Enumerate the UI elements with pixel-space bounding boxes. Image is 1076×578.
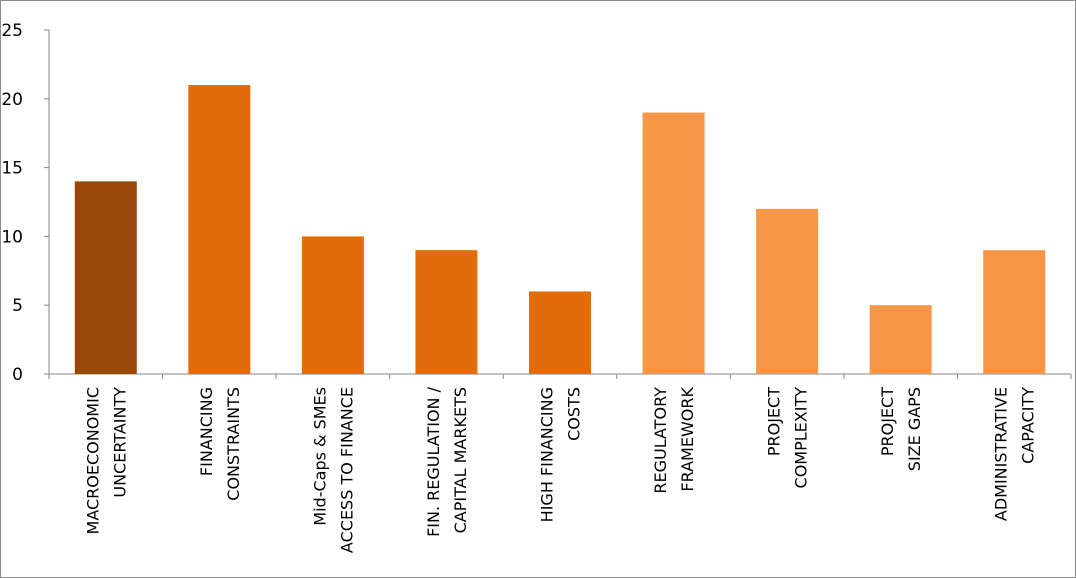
x-tick-label: ADMINISTRATIVE [992,387,1011,521]
bar [188,85,251,374]
x-tick-label: HIGH FINANCING [538,387,557,522]
x-tick-label: Mid-Caps & SMEs [310,387,329,526]
x-tick-label: ACCESS TO FINANCE [337,387,356,553]
x-tick-label: CONSTRAINTS [224,387,243,501]
y-tick-label: 10 [1,227,23,247]
x-tick-label: SIZE GAPS [905,387,924,471]
bar [756,208,819,374]
x-tick-label: CAPACITY [1019,387,1038,464]
y-tick-label: 0 [12,365,23,385]
x-tick-label: COSTS [565,387,584,441]
y-tick-label: 20 [1,90,23,110]
bar [301,236,364,374]
y-tick-label: 15 [1,159,23,179]
x-tick-label: REGULATORY [651,387,670,494]
x-tick-label: PROJECT [878,387,897,456]
bar [74,181,137,374]
x-tick-label: FRAMEWORK [678,387,697,492]
y-tick-label: 25 [1,21,23,41]
x-tick-label: CAPITAL MARKETS [451,387,470,533]
bar [869,305,932,374]
x-tick-label: PROJECT [765,387,784,456]
x-tick-label: COMPLEXITY [792,387,811,489]
bar [983,250,1046,374]
y-tick-label: 5 [12,296,23,316]
bar [415,250,478,374]
bar [642,112,705,374]
x-tick-label: UNCERTAINTY [110,387,129,498]
x-tick-label: FIN. REGULATION / [424,386,443,537]
bar [529,291,591,374]
x-tick-label: FINANCING [197,387,216,476]
x-tick-label: MACROECONOMIC [83,387,102,534]
